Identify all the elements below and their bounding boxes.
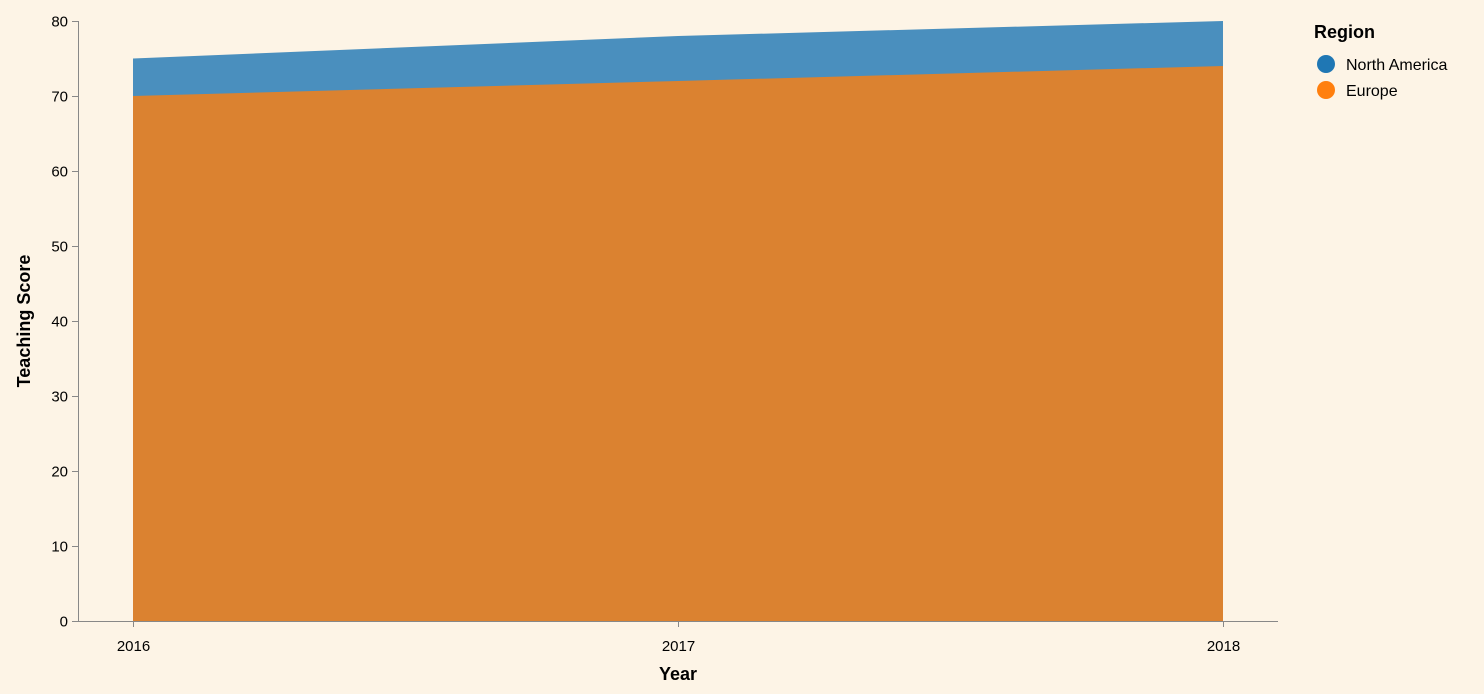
legend-swatch-north-america	[1317, 55, 1335, 73]
y-tick-label: 20	[51, 464, 68, 481]
area-europe	[133, 66, 1223, 621]
y-tick-label: 50	[51, 239, 68, 256]
legend: Region North America Europe	[1314, 22, 1447, 100]
y-tick-label: 80	[51, 14, 68, 31]
legend-label-europe: Europe	[1346, 83, 1398, 100]
y-tick-label: 60	[51, 164, 68, 181]
y-tick-label: 10	[51, 539, 68, 556]
x-axis-title: Year	[659, 664, 697, 684]
y-axis-title: Teaching Score	[14, 255, 34, 388]
y-tick-label: 0	[60, 614, 68, 631]
legend-title: Region	[1314, 22, 1375, 42]
areas-layer	[133, 21, 1223, 621]
y-tick-label: 30	[51, 389, 68, 406]
x-tick-label: 2016	[117, 638, 150, 655]
y-tick-label: 40	[51, 314, 68, 331]
legend-swatch-europe	[1317, 81, 1335, 99]
x-tick-label: 2018	[1207, 638, 1240, 655]
x-tick-label: 2017	[662, 638, 695, 655]
legend-label-north-america: North America	[1346, 57, 1447, 74]
y-tick-label: 70	[51, 89, 68, 106]
axes-layer: 0 10 20 30 40 50 60 70 80 2016 2017 2018	[51, 14, 1278, 655]
